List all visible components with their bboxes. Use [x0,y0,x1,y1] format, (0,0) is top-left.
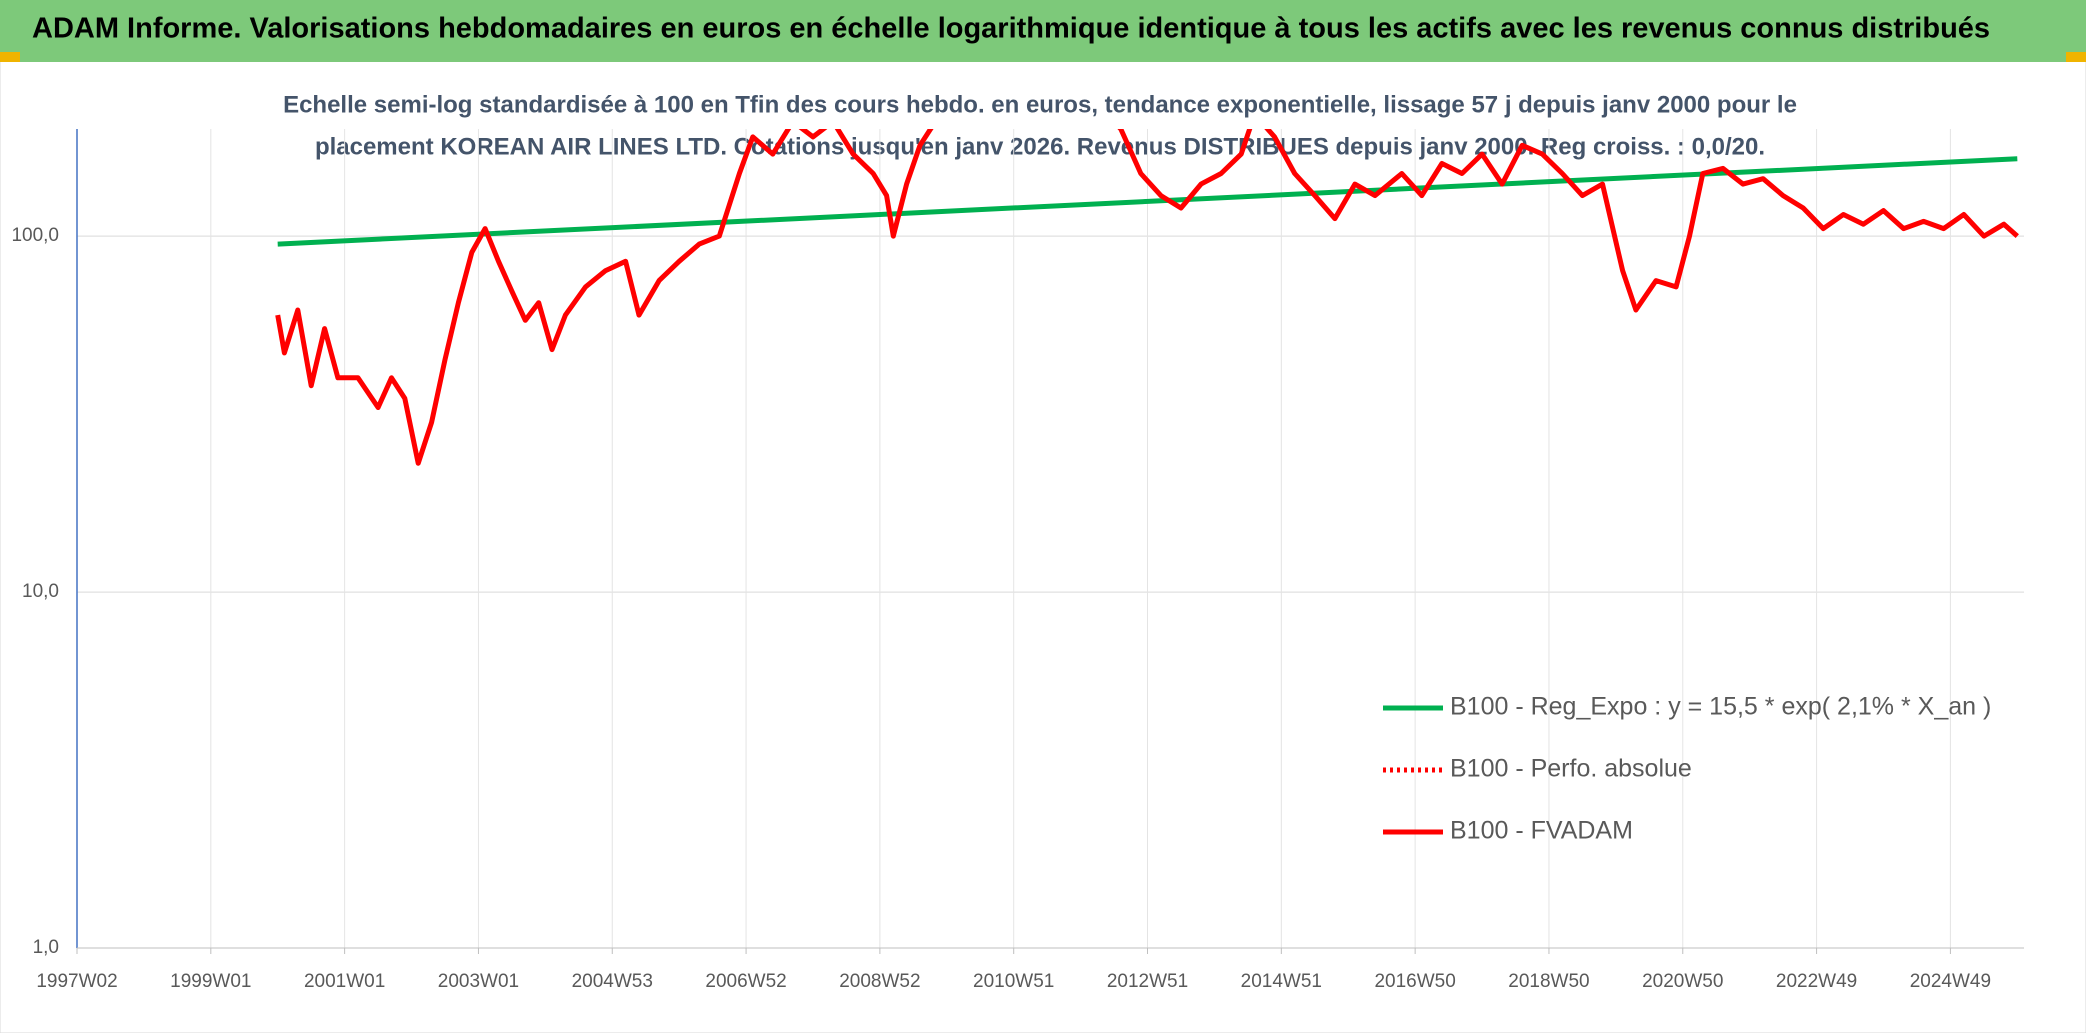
x-tick-label: 2014W51 [1241,971,1322,992]
x-tick-label: 2018W50 [1508,971,1589,992]
x-tick-label: 2004W53 [572,971,653,992]
y-tick-label: 10,0 [22,581,59,602]
y-tick-label: 1,0 [33,937,59,958]
legend-label: B100 - Reg_Expo : y = 15,5 * exp( 2,1% *… [1450,693,1991,721]
legend: B100 - Reg_Expo : y = 15,5 * exp( 2,1% *… [1383,693,1991,845]
x-tick-label: 2003W01 [438,971,519,992]
x-tick-label: 1997W02 [36,971,117,992]
plot [275,129,2019,466]
corner [0,52,20,62]
x-tick-label: 2010W51 [973,971,1054,992]
grid: 1,0 10,0 100,0 1997W02 1999W01 2001W01 2003W01… [11,129,2024,992]
x-tick-label: 2024W49 [1910,971,1991,992]
x-tick-label: 2016W50 [1374,971,1455,992]
x-tick-label: 2006W52 [705,971,786,992]
x-tick-label: 1999W01 [170,971,251,992]
x-tick-label: 2012W51 [1107,971,1188,992]
chart-title: ADAM Informe. Valorisations hebdomadaire… [32,13,1990,45]
x-tick-label: 2008W52 [839,971,920,992]
legend-label: B100 - Perfo. absolue [1450,755,1692,783]
x-tick-label: 2001W01 [304,971,385,992]
y-tick-label: 100,0 [11,225,59,246]
x-tick-label: 2022W49 [1776,971,1857,992]
x-tick-label: 2020W50 [1642,971,1723,992]
legend-label: B100 - FVADAM [1450,817,1633,845]
series-line [275,129,2019,466]
chart-subtitle: Echelle semi-log standardisée à 100 en T… [283,91,1797,118]
title-bar [0,0,2086,62]
corner [2066,52,2086,62]
